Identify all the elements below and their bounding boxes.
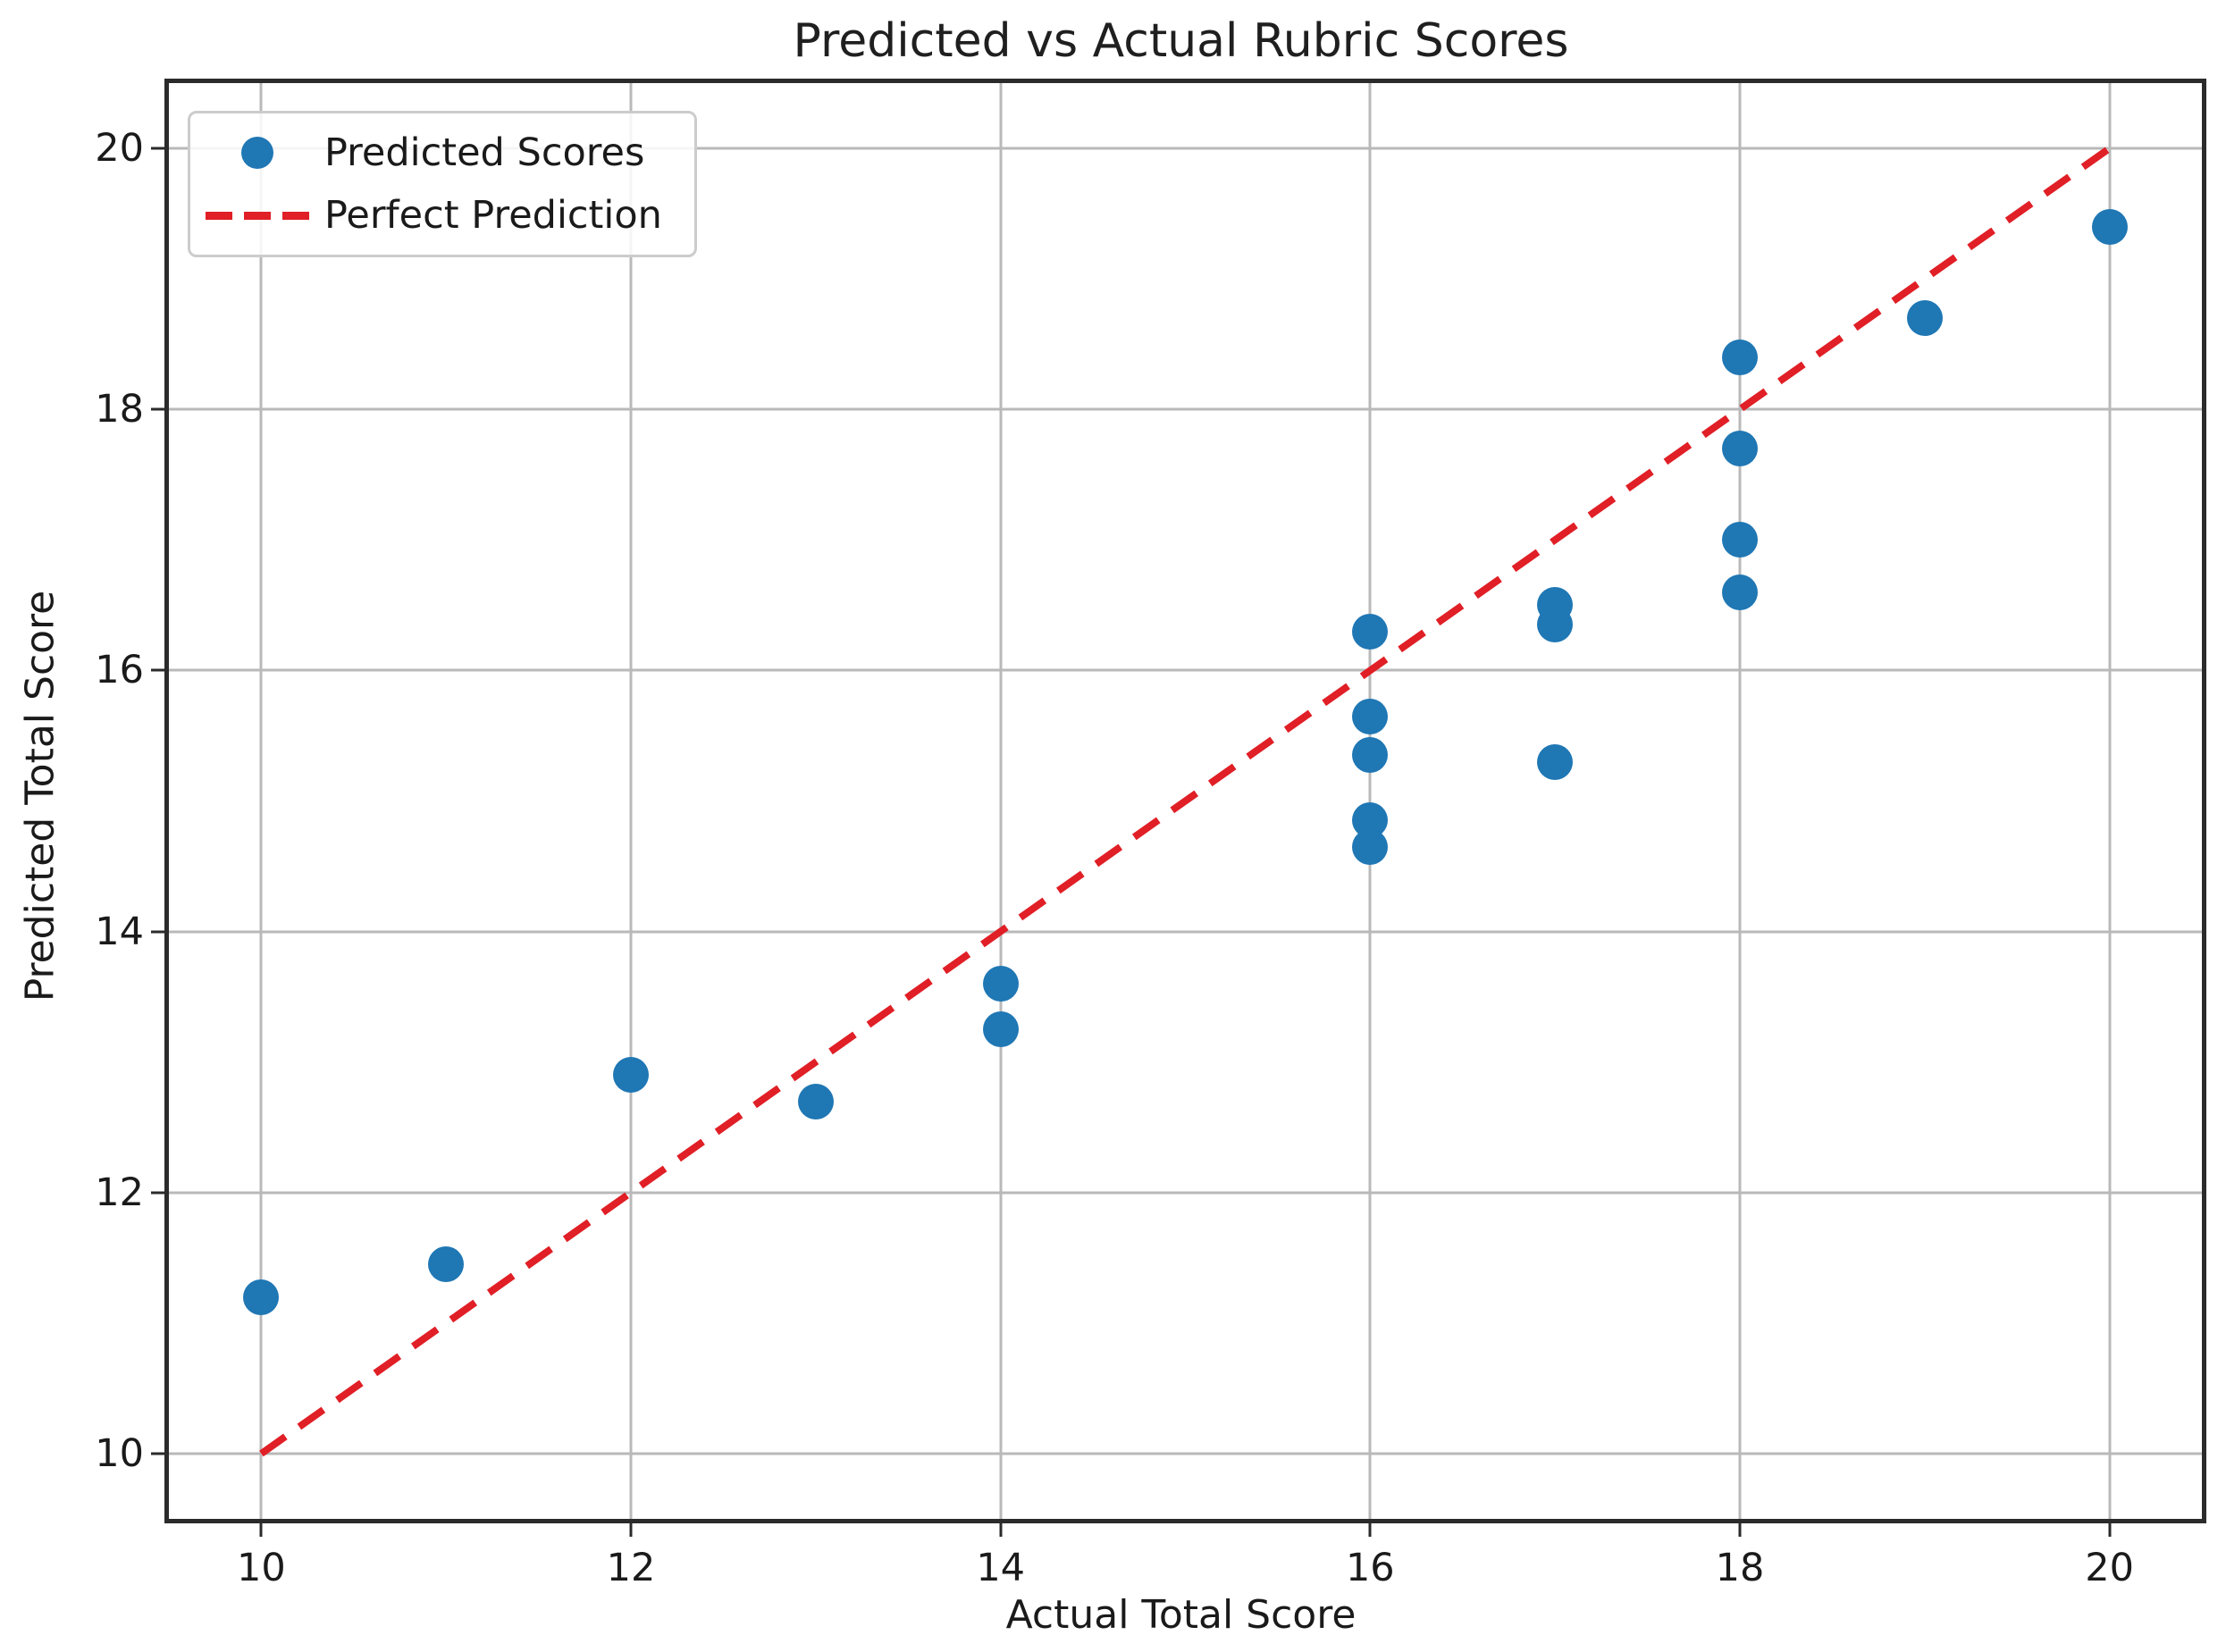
y-tick-12	[151, 1191, 164, 1195]
gridline-y-18	[169, 407, 2202, 411]
scatter-point	[1537, 607, 1574, 643]
scatter-point	[428, 1246, 465, 1283]
y-tick-14	[151, 930, 164, 934]
legend-dash-segment	[206, 211, 232, 220]
scatter-point	[797, 1083, 834, 1120]
scatter-point	[1537, 743, 1574, 780]
gridline-x-16	[1368, 83, 1372, 1519]
scatter-point	[1352, 698, 1389, 734]
plot-area: 10 12 14 16 18 20 10 12 14 16 18 20 Predicted Score…	[95, 79, 2206, 1590]
y-tick-16	[151, 668, 164, 672]
gridline-y-20	[169, 147, 2202, 150]
gridline-x-14	[999, 83, 1003, 1519]
x-tick-20	[2108, 1523, 2112, 1537]
gridline-y-14	[169, 930, 2202, 934]
x-axis-label: Actual Total Score	[1005, 1592, 1357, 1638]
scatter-point	[1352, 737, 1389, 774]
gridline-x-12	[629, 83, 633, 1519]
x-tick-label-18: 18	[1715, 1546, 1765, 1590]
gridline-y-16	[169, 668, 2202, 672]
y-tick-label-14: 14	[95, 909, 144, 954]
legend-dash-segment	[282, 211, 309, 220]
x-tick-label-12: 12	[606, 1546, 656, 1590]
gridline-x-18	[1738, 83, 1742, 1519]
scatter-point	[1721, 339, 1758, 375]
legend-entry-perfect-prediction: Perfect Prediction	[190, 190, 662, 240]
x-tick-10	[259, 1523, 263, 1537]
legend-entry-predicted-scores: Predicted Scores	[190, 128, 662, 178]
x-tick-label-14: 14	[976, 1546, 1026, 1590]
scatter-point	[2091, 208, 2128, 245]
scatter-point	[613, 1057, 650, 1094]
perfect-prediction-line	[259, 145, 2112, 1457]
gridline-y-10	[169, 1452, 2202, 1455]
gridline-y-12	[169, 1191, 2202, 1195]
legend-label-perfect-prediction: Perfect Prediction	[324, 193, 662, 238]
scatter-point	[1721, 522, 1758, 558]
dashed-line-icon	[190, 211, 324, 220]
legend-label-predicted-scores: Predicted Scores	[324, 130, 645, 175]
y-tick-18	[151, 407, 164, 411]
scatter-point	[1352, 613, 1389, 650]
x-tick-16	[1368, 1523, 1372, 1537]
x-tick-12	[629, 1523, 633, 1537]
y-tick-label-16: 16	[95, 648, 144, 693]
blue-dot-icon	[241, 137, 273, 169]
y-tick-label-10: 10	[95, 1430, 144, 1476]
y-tick-label-12: 12	[95, 1170, 144, 1215]
scatter-marker-icon	[190, 137, 324, 169]
gridline-x-20	[2108, 83, 2112, 1519]
y-tick-label-18: 18	[95, 387, 144, 432]
red-dashes-icon	[206, 211, 309, 220]
scatter-point	[982, 966, 1019, 1002]
chart-title: Predicted vs Actual Rubric Scores	[793, 14, 1569, 68]
scatter-point	[1906, 299, 1943, 336]
legend-dash-segment	[244, 211, 271, 220]
legend: Predicted Scores Perfect Prediction	[188, 111, 697, 257]
x-tick-14	[999, 1523, 1003, 1537]
x-tick-18	[1738, 1523, 1742, 1537]
x-tick-label-10: 10	[237, 1546, 286, 1590]
x-tick-label-16: 16	[1345, 1546, 1395, 1590]
y-axis-label: Predicted Total Score	[17, 590, 63, 1002]
gridline-x-10	[259, 83, 263, 1519]
y-tick-20	[151, 147, 164, 150]
y-tick-label-20: 20	[95, 126, 144, 172]
scatter-point	[1721, 574, 1758, 610]
y-tick-10	[151, 1452, 164, 1455]
scatter-point	[1352, 828, 1389, 865]
scatter-point	[1721, 431, 1758, 467]
scatter-point	[243, 1279, 280, 1315]
x-tick-label-20: 20	[2085, 1546, 2134, 1590]
scatter-point	[982, 1011, 1019, 1048]
